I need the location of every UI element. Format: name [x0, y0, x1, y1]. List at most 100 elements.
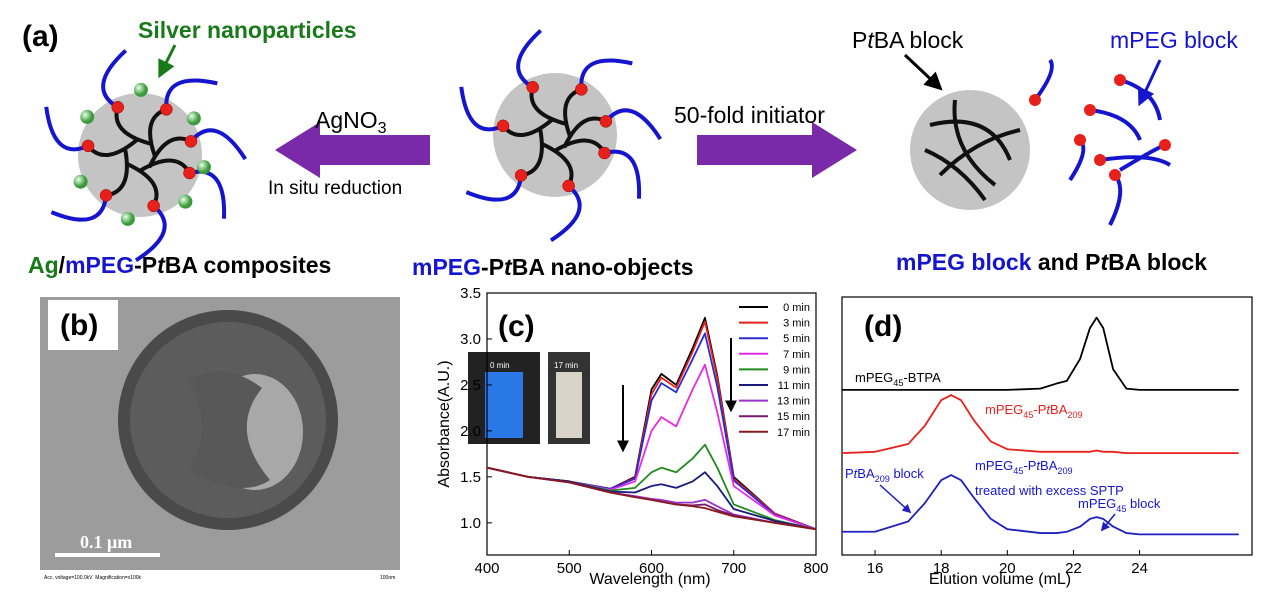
y-tick-label: 1.0: [460, 515, 481, 532]
pointer: [903, 53, 943, 91]
mpeg-chain: [1068, 138, 1086, 182]
x-tick-label: 400: [474, 560, 499, 577]
legend-label: 3 min: [783, 318, 810, 330]
mpeg-chain: [549, 184, 582, 243]
pointer: [1137, 59, 1162, 107]
annotation: mPEG45-PtBA209: [975, 458, 1073, 476]
legend-label: 0 min: [783, 302, 810, 314]
x-tick-label: 22: [1065, 560, 1082, 577]
junction: [183, 166, 196, 180]
silver-np: [120, 211, 135, 226]
text-part: mPEG: [1078, 496, 1116, 511]
x-tick-label: 500: [557, 560, 582, 577]
junction: [81, 139, 95, 153]
mpeg-chain: [465, 175, 524, 202]
text-part: t: [854, 466, 859, 481]
mpeg-chain: [164, 78, 218, 110]
junction: [575, 83, 588, 96]
vial-label: 0 min: [490, 361, 510, 370]
text-part: t: [1101, 249, 1110, 275]
x-axis-title: Elution volume (mL): [929, 571, 1071, 588]
annotation: mPEG45-PtBA209: [985, 402, 1083, 420]
series-line: [841, 394, 1239, 454]
mpeg-chain: [459, 86, 504, 132]
silver-np: [186, 111, 201, 126]
x-tick-label: 24: [1131, 560, 1148, 577]
label-box: [48, 300, 118, 350]
mpeg-chain: [189, 128, 248, 161]
text-part: -P: [1033, 402, 1046, 417]
x-tick-label: 700: [721, 560, 746, 577]
footer-text: 100nm: [380, 575, 395, 581]
legend-label: 13 min: [777, 396, 810, 408]
text-part: t: [1046, 402, 1051, 417]
x-tick-label: 16: [867, 560, 884, 577]
text-part: t: [867, 27, 875, 53]
legend-label: 15 min: [777, 411, 810, 423]
text-part: t: [1036, 458, 1041, 473]
mpeg-chain: [516, 29, 543, 89]
mpeg-chain: [50, 195, 109, 222]
pointer: [158, 44, 177, 79]
annotation: PtBA209 block: [845, 466, 924, 484]
text-part: 209: [1067, 410, 1082, 420]
text-part: block: [890, 466, 924, 481]
junction: [99, 189, 113, 202]
text-part: 45: [1116, 504, 1126, 514]
end-group: [1114, 74, 1126, 86]
junction: [562, 179, 575, 193]
junction: [514, 169, 528, 182]
text-part: AgNO: [315, 107, 378, 133]
junction: [147, 199, 160, 213]
blocks-label: mPEG block and PtBA block: [896, 249, 1207, 275]
text-part: /: [59, 252, 66, 278]
mpeg-chain: [604, 149, 642, 199]
legend-label: 5 min: [783, 333, 810, 345]
text-part: BA block: [874, 27, 964, 53]
vial: [556, 372, 582, 438]
y-tick-label: 2.5: [460, 377, 481, 394]
text-part: P: [852, 27, 867, 53]
text-part: 209: [1057, 466, 1072, 476]
text-part: t: [157, 252, 166, 278]
agno3-label: AgNO3: [315, 107, 387, 137]
schematic: [44, 29, 1172, 263]
tem-image: (b) 0.1 μm Acc. voltage=100.0kV Magnific…: [40, 297, 400, 583]
legend-label: 17 min: [777, 427, 810, 439]
x-tick-label: 800: [803, 560, 828, 577]
text-part: -P: [481, 254, 504, 280]
mpeg-chain: [1108, 173, 1123, 226]
end-group: [1029, 94, 1041, 106]
core: [78, 93, 202, 217]
junction: [598, 146, 611, 160]
text-part: BA: [1040, 458, 1058, 473]
text-part: mPEG: [65, 252, 134, 278]
text-part: 45: [893, 378, 903, 388]
ptba-chain: [924, 148, 987, 202]
end-group: [1094, 154, 1106, 166]
text-part: 209: [875, 474, 890, 484]
core: [493, 73, 617, 197]
silver-label: Silver nanoparticles: [138, 17, 357, 43]
annotation: mPEG45-BTPA: [855, 370, 941, 388]
ptba-block-label: PtBA block: [852, 27, 964, 53]
panel-label: (a): [22, 20, 59, 53]
nano-objects-label: mPEG-PtBA nano-objects: [412, 254, 694, 280]
text-part: mPEG: [855, 370, 893, 385]
mpeg-chain: [1033, 58, 1054, 102]
footer-bar: [40, 570, 400, 583]
text-part: 3: [378, 119, 387, 137]
mpeg-block-label: mPEG block: [1110, 27, 1238, 53]
series-line: [842, 474, 1239, 536]
text-part: BA nano-objects: [512, 254, 694, 280]
ptba-chain: [952, 99, 997, 187]
annotation: treated with excess SPTP: [975, 483, 1124, 498]
vial: [485, 372, 523, 438]
text-part: mPEG: [975, 458, 1013, 473]
x-tick-label: 18: [933, 560, 950, 577]
text-part: block: [1126, 496, 1160, 511]
mpeg-chain: [579, 58, 633, 90]
junction: [184, 135, 198, 148]
series-line: [486, 466, 817, 531]
mpeg-chain: [604, 108, 663, 141]
